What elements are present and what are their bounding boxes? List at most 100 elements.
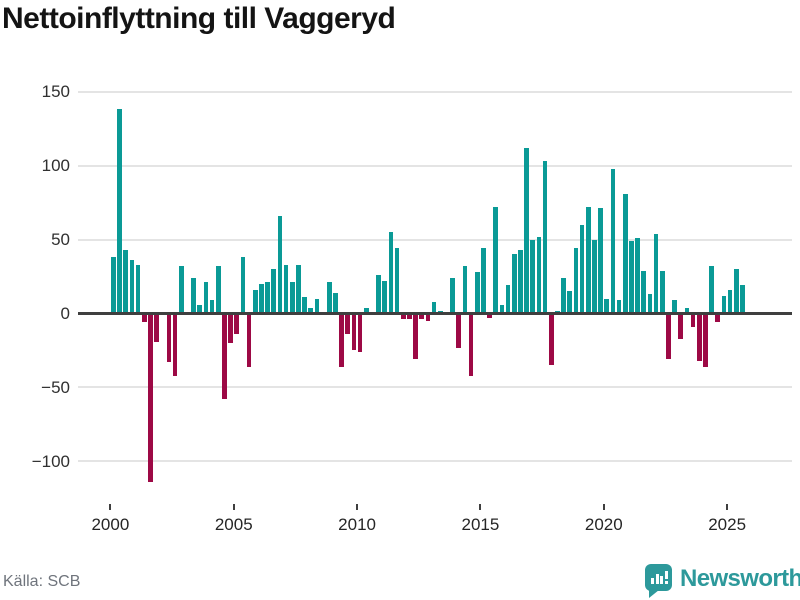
- bar-nettoinflyttning-q6: [141, 313, 147, 323]
- bar-nettoinflyttning-q40: [351, 313, 357, 351]
- x-axis-tick: [109, 504, 112, 510]
- bar-nettoinflyttning-q59: [468, 313, 474, 376]
- bar-nettoinflyttning-q27: [271, 269, 277, 314]
- bar-nettoinflyttning-q49: [407, 313, 412, 320]
- bar-nettoinflyttning-q47: [394, 248, 400, 314]
- mini-bar-icon: [660, 576, 663, 584]
- x-axis-tick-label: 2010: [338, 515, 376, 534]
- bar-nettoinflyttning-q86: [635, 238, 640, 314]
- bar-nettoinflyttning-q32: [302, 297, 307, 314]
- bar-nettoinflyttning-q33: [308, 307, 314, 314]
- bar-nettoinflyttning-q75: [567, 291, 573, 314]
- bar-nettoinflyttning-q90: [659, 270, 665, 314]
- mini-bar-icon: [655, 574, 659, 584]
- bar-nettoinflyttning-q52: [425, 313, 431, 321]
- bar-nettoinflyttning-q58: [462, 266, 468, 314]
- bar-nettoinflyttning-q98: [709, 266, 714, 314]
- bar-nettoinflyttning-q2: [117, 109, 122, 314]
- bar-nettoinflyttning-q69: [530, 239, 536, 314]
- bar-nettoinflyttning-q7: [148, 313, 153, 483]
- x-axis-tick-label: 2025: [708, 515, 747, 534]
- bar-nettoinflyttning-q5: [135, 264, 141, 314]
- y-axis-tick-label: 150: [41, 82, 70, 102]
- y-gridline: [78, 164, 792, 167]
- bar-nettoinflyttning-q100: [721, 295, 727, 314]
- newsworthy-bubble-chart-icon: [645, 564, 672, 598]
- bar-nettoinflyttning-q60: [474, 272, 480, 314]
- bar-nettoinflyttning-q28: [277, 215, 283, 314]
- bar-nettoinflyttning-q83: [616, 300, 622, 314]
- bar-nettoinflyttning-q103: [740, 285, 745, 314]
- bar-nettoinflyttning-q67: [518, 249, 523, 314]
- bar-nettoinflyttning-q76: [573, 248, 579, 314]
- bar-nettoinflyttning-q77: [579, 224, 585, 314]
- bar-nettoinflyttning-q53: [431, 301, 437, 314]
- bar-nettoinflyttning-q92: [672, 300, 677, 314]
- y-axis-tick-label: −100: [31, 451, 70, 471]
- newsworthy-logo-link[interactable]: Newsworthy: [645, 563, 800, 599]
- bubble-tail: [649, 590, 659, 598]
- chart-title: Nettoinflyttning till Vaggeryd: [2, 2, 396, 35]
- y-axis-tick-label: 0: [60, 304, 70, 323]
- x-axis-tick-label: 2000: [91, 515, 130, 534]
- y-gridline: [78, 386, 792, 389]
- bar-nettoinflyttning-q18: [215, 266, 221, 314]
- bar-nettoinflyttning-q87: [641, 270, 647, 314]
- bar-nettoinflyttning-q84: [622, 193, 628, 314]
- bar-nettoinflyttning-q78: [585, 206, 591, 314]
- bar-nettoinflyttning-q57: [456, 313, 462, 348]
- bar-nettoinflyttning-q10: [166, 313, 172, 363]
- bar-nettoinflyttning-q26: [265, 282, 270, 314]
- bar-nettoinflyttning-q81: [604, 298, 610, 314]
- bar-nettoinflyttning-q85: [629, 241, 634, 314]
- bar-nettoinflyttning-q24: [252, 289, 258, 314]
- bar-nettoinflyttning-q93: [678, 313, 684, 339]
- bar-nettoinflyttning-q23: [246, 313, 252, 367]
- bar-nettoinflyttning-q19: [222, 313, 227, 400]
- bar-nettoinflyttning-q101: [727, 289, 733, 314]
- bar-nettoinflyttning-q14: [191, 277, 196, 314]
- x-axis-tick-label: 2015: [461, 515, 500, 534]
- bar-nettoinflyttning-q62: [487, 313, 492, 318]
- bar-nettoinflyttning-q4: [129, 260, 135, 314]
- bar-nettoinflyttning-q31: [296, 264, 301, 314]
- bar-nettoinflyttning-q30: [289, 282, 295, 314]
- y-axis-tick-label: 50: [51, 230, 70, 250]
- bar-nettoinflyttning-q48: [400, 313, 406, 320]
- x-axis-tick-label: 2005: [214, 515, 253, 534]
- bar-nettoinflyttning-q72: [548, 313, 554, 366]
- bar-nettoinflyttning-q44: [376, 275, 381, 314]
- zero-axis-line: [78, 312, 792, 315]
- bar-nettoinflyttning-q22: [240, 257, 246, 314]
- bar-nettoinflyttning-q65: [505, 285, 511, 314]
- bar-nettoinflyttning-q16: [203, 282, 209, 314]
- bar-nettoinflyttning-q74: [561, 277, 566, 314]
- y-axis-tick-label: 100: [41, 156, 70, 176]
- newsworthy-wordmark: Newsworthy: [680, 565, 800, 592]
- bar-nettoinflyttning-q68: [524, 147, 529, 314]
- bar-nettoinflyttning-q102: [733, 269, 739, 314]
- bar-nettoinflyttning-q29: [283, 264, 289, 314]
- bar-nettoinflyttning-q8: [154, 313, 159, 342]
- y-gridline: [78, 90, 792, 93]
- x-axis-tick-label: 2020: [584, 515, 623, 534]
- x-axis-tick: [356, 504, 359, 510]
- bar-nettoinflyttning-q66: [511, 254, 517, 314]
- bar-nettoinflyttning-q39: [345, 313, 351, 335]
- source-label: Källa: SCB: [3, 573, 81, 590]
- y-gridline: [78, 238, 792, 241]
- bar-nettoinflyttning-q38: [339, 313, 344, 367]
- y-axis-tick-label: −50: [41, 377, 70, 397]
- bar-nettoinflyttning-q3: [123, 249, 129, 314]
- bar-nettoinflyttning-q17: [209, 300, 215, 314]
- bar-nettoinflyttning-q12: [178, 266, 184, 314]
- bar-nettoinflyttning-q82: [610, 168, 616, 314]
- bar-nettoinflyttning-q42: [363, 307, 369, 314]
- bar-nettoinflyttning-q25: [259, 283, 264, 314]
- bar-nettoinflyttning-q21: [234, 313, 240, 335]
- bar-nettoinflyttning-q46: [388, 232, 394, 314]
- bar-nettoinflyttning-q80: [598, 208, 603, 314]
- bar-nettoinflyttning-q56: [450, 277, 455, 314]
